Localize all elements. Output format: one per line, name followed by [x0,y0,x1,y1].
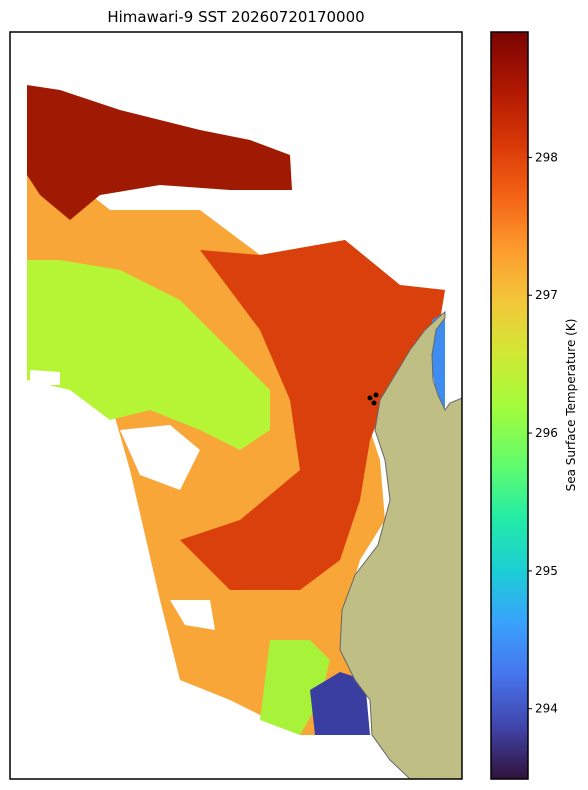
marker [367,395,373,401]
colorbar-tick-label: 298 [535,150,558,164]
colorbar-tick-label: 295 [535,564,558,578]
sst-hottest [27,85,292,220]
sst-mild [27,260,270,450]
cloud-gap [30,370,215,630]
sst-cold [310,672,370,735]
colorbar-tick-label: 296 [535,426,558,440]
land [339,310,462,779]
marker [373,392,379,398]
colorbar [490,31,529,780]
chart-title: Himawari-9 SST 20260720170000 [107,8,364,26]
map-frame [9,31,463,780]
colorbar-tick-label: 294 [535,702,558,716]
map [10,32,462,779]
colorbar-tick-label: 297 [535,288,558,302]
sst-hot [180,240,445,590]
marker [371,400,377,406]
colorbar-label: Sea Surface Temperature (K) [564,319,578,492]
